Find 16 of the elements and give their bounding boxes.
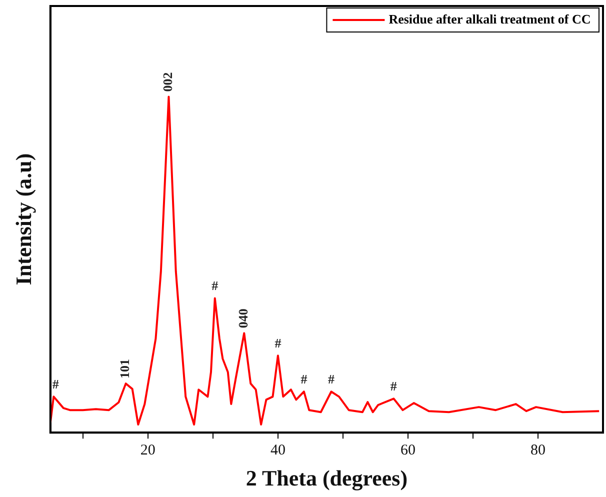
legend-label: Residue after alkali treatment of CC [388, 11, 591, 26]
x-tick-label: 80 [530, 442, 546, 459]
annotation: # [212, 278, 219, 294]
annotation: 101 [117, 359, 132, 379]
x-axis-title: 2 Theta (degrees) [246, 465, 408, 490]
annotation: # [328, 371, 335, 386]
x-tick-label: 40 [270, 442, 286, 459]
annotation: 040 [235, 308, 250, 328]
annotation: # [390, 378, 398, 394]
annotation: 002 [160, 72, 176, 92]
x-tick-label: 20 [140, 442, 156, 459]
annotation: # [274, 336, 282, 351]
y-axis-title: Intensity (a.u) [10, 153, 36, 286]
x-tick-label: 60 [400, 442, 416, 459]
annotation: # [52, 376, 60, 392]
annotation: # [300, 371, 308, 386]
